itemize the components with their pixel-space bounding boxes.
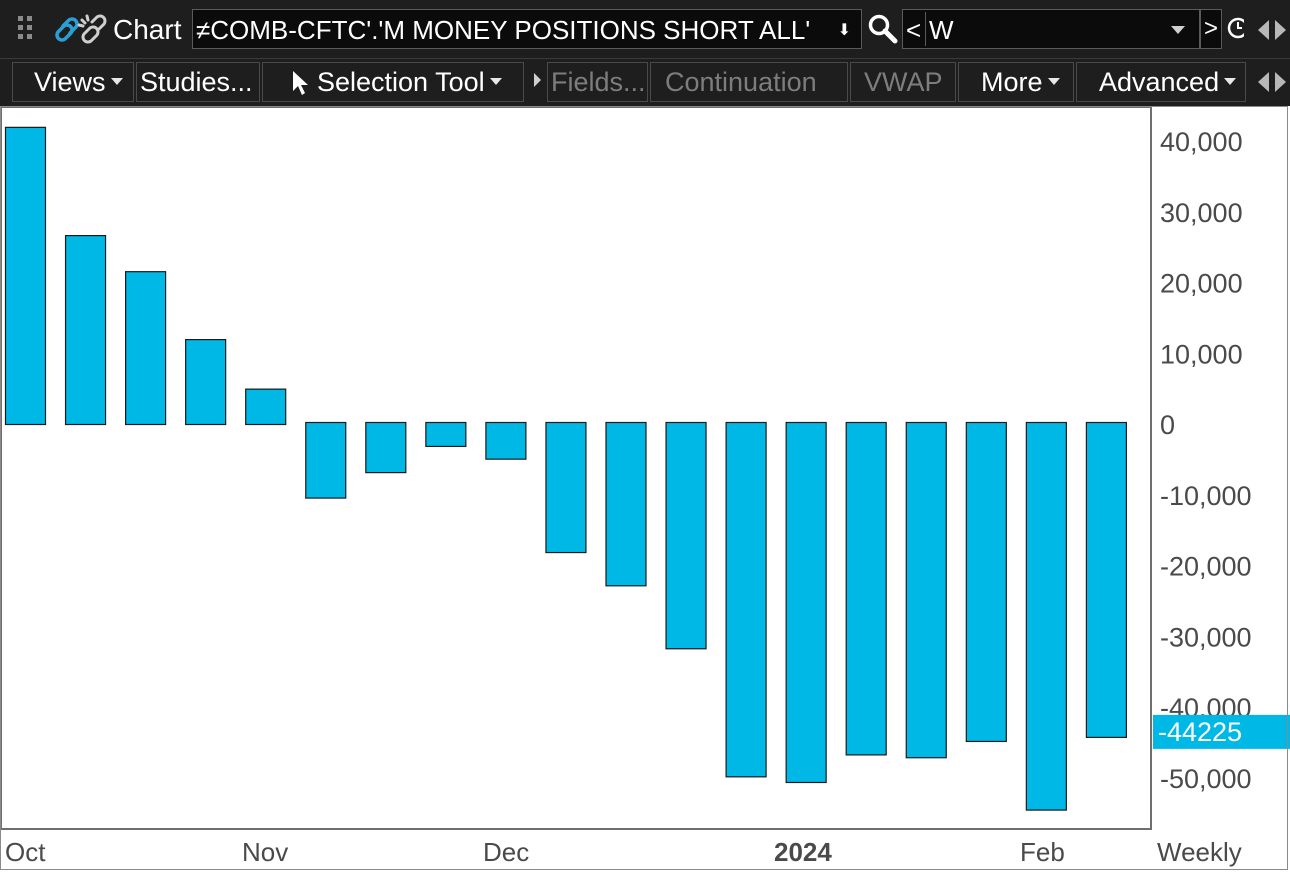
- y-tick-label: -10,000: [1160, 481, 1252, 511]
- last-value-marker: [1153, 714, 1290, 749]
- studies-button[interactable]: Studies...: [136, 62, 260, 102]
- toolbar-expand-icon[interactable]: [534, 73, 541, 87]
- toolbar-scroll-icon[interactable]: [1256, 70, 1288, 94]
- divider: [925, 12, 926, 46]
- views-button[interactable]: Views: [12, 62, 134, 102]
- chevron-down-icon[interactable]: [1171, 26, 1185, 34]
- clock-icon[interactable]: [1224, 16, 1244, 40]
- more-label: More: [981, 67, 1043, 97]
- chevron-down-icon: [489, 78, 502, 86]
- y-tick-label: 10,000: [1160, 339, 1243, 369]
- chart-bar: [1025, 421, 1067, 811]
- x-tick-label: Feb: [1020, 837, 1065, 867]
- aggregation-next-button[interactable]: >: [1200, 9, 1222, 49]
- y-tick-label: -20,000: [1160, 552, 1252, 582]
- title-bar: Chart ≠COMB-CFTC'.'M MONEY POSITIONS SHO…: [0, 0, 1290, 58]
- time-axis[interactable]: [0, 830, 1290, 872]
- link-icon[interactable]: [49, 12, 109, 46]
- y-tick-label: 0: [1160, 410, 1175, 440]
- chart-bar: [4, 126, 47, 426]
- grip-icon[interactable]: [18, 16, 40, 44]
- symbol-input[interactable]: ≠COMB-CFTC'.'M MONEY POSITIONS SHORT ALL…: [192, 9, 862, 49]
- price-axis[interactable]: [1152, 106, 1290, 830]
- chart-bar: [305, 421, 347, 499]
- y-tick-label: 40,000: [1160, 127, 1243, 157]
- vwap-button[interactable]: VWAP: [850, 62, 956, 102]
- y-tick-label: 30,000: [1160, 198, 1243, 228]
- chart-bar: [1085, 421, 1128, 738]
- chart-bar: [245, 388, 287, 426]
- chart-bar: [665, 421, 707, 650]
- chart-bar: [845, 421, 887, 756]
- chart-bar: [785, 421, 827, 784]
- aggregation-prev-button[interactable]: <: [906, 15, 922, 45]
- chart-bar: [605, 421, 647, 587]
- y-tick-label: -30,000: [1160, 622, 1252, 652]
- chart-bar: [905, 421, 947, 759]
- chart-bar: [365, 421, 407, 474]
- last-value-label: -44225: [1158, 717, 1242, 747]
- chart-bar: [64, 234, 107, 426]
- advanced-button[interactable]: Advanced: [1076, 62, 1246, 102]
- fields-button[interactable]: Fields...: [547, 62, 648, 102]
- window-title: Chart: [113, 14, 182, 45]
- scroll-arrows-icon[interactable]: [1256, 18, 1288, 42]
- cursor-arrow-icon: [293, 71, 308, 95]
- chevron-down-icon: [1047, 78, 1060, 86]
- search-icon[interactable]: [866, 12, 900, 46]
- studies-label: Studies...: [140, 67, 253, 97]
- fields-label: Fields...: [551, 67, 646, 97]
- more-button[interactable]: More: [958, 62, 1074, 102]
- advanced-label: Advanced: [1099, 67, 1220, 97]
- x-tick-label: 2024: [774, 837, 832, 867]
- chart-bar: [425, 421, 467, 448]
- chart-bar: [124, 271, 167, 426]
- selection-tool-label: Selection Tool: [317, 67, 485, 97]
- continuation-label: Continuation: [665, 67, 817, 97]
- selection-tool-button[interactable]: Selection Tool: [262, 62, 524, 102]
- symbol-dropdown-icon[interactable]: ⬇: [837, 22, 851, 39]
- y-tick-label: -50,000: [1160, 764, 1252, 794]
- symbol-text: ≠COMB-CFTC'.'M MONEY POSITIONS SHORT ALL…: [196, 15, 811, 45]
- period-label: Weekly: [1157, 837, 1242, 867]
- aggregation-select[interactable]: < W: [902, 9, 1200, 49]
- y-tick-label: 20,000: [1160, 269, 1243, 299]
- chart-bar: [185, 339, 227, 426]
- views-label: Views: [34, 67, 106, 97]
- chart-bar: [725, 421, 767, 778]
- chart-bar: [965, 421, 1007, 743]
- chevron-down-icon: [110, 78, 123, 86]
- continuation-button[interactable]: Continuation: [650, 62, 848, 102]
- aggregation-value: W: [929, 15, 954, 45]
- chevron-down-icon: [1224, 78, 1237, 86]
- chart-bar: [545, 421, 587, 554]
- x-tick-label: Oct: [5, 837, 46, 867]
- x-tick-label: Nov: [242, 837, 288, 867]
- vwap-label: VWAP: [864, 67, 943, 97]
- chart-bar: [485, 421, 527, 460]
- x-tick-label: Dec: [483, 837, 529, 867]
